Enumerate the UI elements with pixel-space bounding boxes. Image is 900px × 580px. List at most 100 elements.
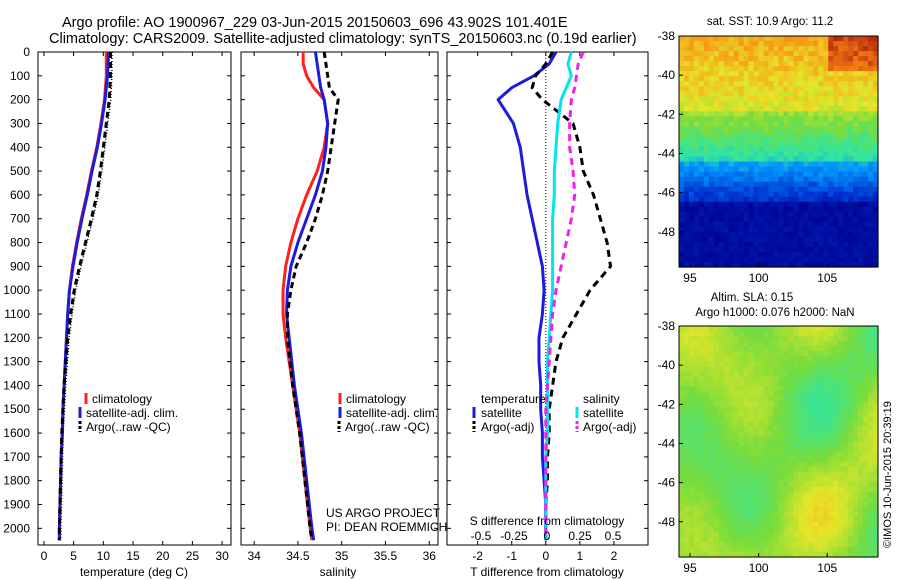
map-cell: [679, 471, 685, 478]
map-cell: [788, 41, 795, 47]
map-cell: [863, 141, 869, 148]
map-cell: [738, 366, 745, 372]
map-cell: [833, 106, 839, 112]
map-cell: [778, 531, 785, 538]
map-cell: [723, 191, 730, 198]
map-cell: [863, 486, 869, 493]
map-cell: [868, 371, 874, 377]
map-cell: [693, 121, 700, 127]
map-cell: [793, 506, 799, 513]
map-cell: [798, 511, 804, 518]
map-cell: [803, 341, 809, 347]
map-cell: [793, 71, 799, 77]
map-cell: [823, 451, 829, 458]
map-cell: [803, 456, 809, 463]
map-cell: [708, 406, 715, 412]
map-cell: [778, 226, 785, 233]
map-cell: [748, 506, 755, 513]
map-cell: [788, 521, 795, 528]
map-cell: [843, 366, 849, 372]
map-cell: [748, 396, 755, 402]
map-cell: [853, 116, 859, 122]
map-cell: [723, 436, 730, 443]
map-cell: [828, 366, 834, 372]
map-cell: [873, 196, 879, 203]
map-cell: [868, 391, 874, 397]
salinity-xlabel: salinity: [320, 565, 357, 579]
map-cell: [698, 196, 705, 203]
lon-tick-label: 105: [817, 271, 837, 285]
map-cell: [723, 61, 730, 67]
map-cell: [679, 86, 685, 92]
map-cell: [783, 526, 790, 533]
map-cell: [833, 151, 839, 158]
map-cell: [808, 411, 814, 417]
map-cell: [748, 406, 755, 412]
map-cell: [743, 381, 750, 387]
map-cell: [748, 456, 755, 463]
map-cell: [863, 256, 869, 263]
map-cell: [813, 131, 819, 138]
map-cell: [823, 231, 829, 238]
map-cell: [738, 371, 745, 377]
map-cell: [818, 426, 824, 433]
map-cell: [863, 341, 869, 347]
map-cell: [753, 536, 760, 543]
map-cell: [873, 116, 879, 122]
map-cell: [818, 486, 824, 493]
map-cell: [803, 121, 809, 127]
map-cell: [713, 406, 720, 412]
map-cell: [843, 146, 849, 153]
map-cell: [798, 436, 804, 443]
map-cell: [813, 66, 819, 72]
map-cell: [873, 346, 879, 352]
map-cell: [733, 196, 740, 203]
map-cell: [778, 361, 785, 367]
map-cell: [813, 451, 819, 458]
map-cell: [773, 121, 780, 127]
map-cell: [773, 246, 780, 253]
map-cell: [748, 96, 755, 102]
map-cell: [723, 466, 730, 473]
map-cell: [738, 91, 745, 97]
map-cell: [723, 546, 730, 553]
map-cell: [683, 481, 690, 488]
map-cell: [679, 486, 685, 493]
map-cell: [858, 546, 864, 553]
map-cell: [683, 256, 690, 263]
map-cell: [768, 356, 775, 362]
map-cell: [858, 426, 864, 433]
map-cell: [728, 146, 735, 153]
map-cell: [748, 501, 755, 508]
map-cell: [803, 421, 809, 428]
map-cell: [688, 391, 695, 397]
map-cell: [753, 346, 760, 352]
map-cell: [728, 451, 735, 458]
map-cell: [858, 396, 864, 402]
map-cell: [713, 506, 720, 513]
map-cell: [703, 76, 710, 82]
map-cell: [803, 531, 809, 538]
map-cell: [803, 381, 809, 387]
map-cell: [733, 376, 740, 382]
map-cell: [773, 81, 780, 87]
map-cell: [768, 511, 775, 518]
difference-legend: temperature salinity satellite Argo(-adj…: [472, 392, 636, 434]
depth-tick-label: 0: [23, 45, 30, 59]
map-cell: [808, 346, 814, 352]
map-cell: [793, 431, 799, 438]
map-cell: [753, 136, 760, 143]
map-cell: [853, 541, 859, 548]
map-cell: [773, 356, 780, 362]
map-cell: [773, 46, 780, 52]
map-cell: [743, 501, 750, 508]
map-cell: [683, 131, 690, 138]
map-cell: [808, 231, 814, 238]
map-cell: [788, 346, 795, 352]
map-cell: [713, 236, 720, 243]
map-cell: [868, 206, 874, 213]
map-cell: [718, 326, 725, 332]
map-cell: [858, 61, 864, 67]
map-cell: [693, 336, 700, 342]
map-cell: [743, 186, 750, 193]
